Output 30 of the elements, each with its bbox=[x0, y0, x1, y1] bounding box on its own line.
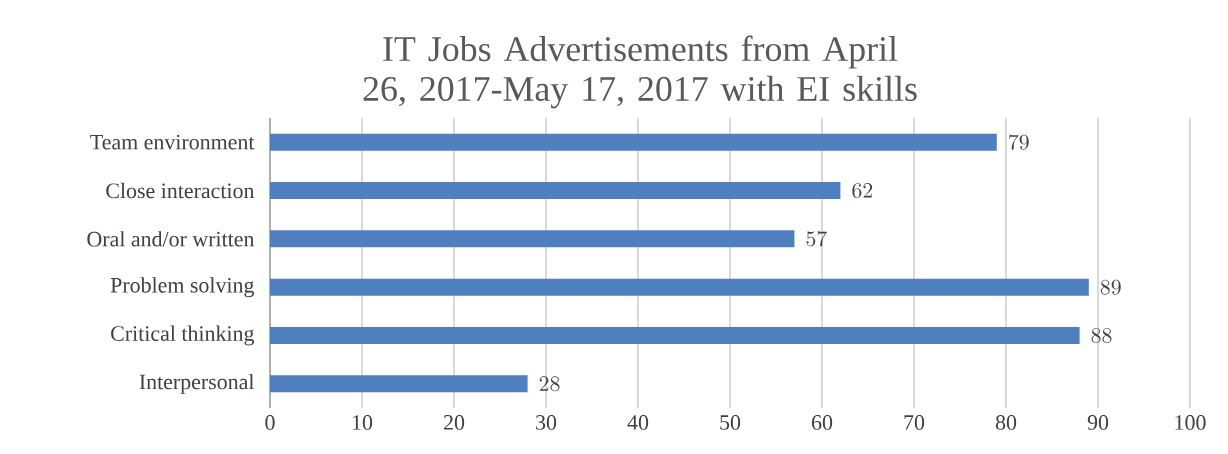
data-label: 28 bbox=[539, 376, 560, 392]
x-tick-label: 30 bbox=[536, 415, 557, 430]
data-label: 89 bbox=[1100, 279, 1121, 295]
x-tick-label: 80 bbox=[995, 415, 1017, 430]
bar bbox=[270, 230, 795, 248]
x-tick-label: 100 bbox=[1175, 415, 1206, 430]
x-tick-label: 50 bbox=[720, 415, 741, 430]
y-tick-label: Close interaction bbox=[106, 182, 255, 199]
y-tick-label: Oral and/or written bbox=[87, 231, 255, 247]
bar bbox=[270, 327, 1080, 344]
x-tick-label: 90 bbox=[1087, 415, 1109, 430]
x-tick-label: 40 bbox=[627, 415, 649, 430]
x-tick-label: 10 bbox=[352, 415, 373, 430]
y-tick-label: Critical thinking bbox=[111, 325, 255, 346]
x-tick-label: 20 bbox=[444, 415, 465, 430]
chart-title: IT Jobs Advertisements from April 26, 2017-May 17, 2017 with EI skills bbox=[363, 35, 917, 109]
y-tick-label: Team environment bbox=[90, 134, 255, 150]
x-tick-label: 0 bbox=[265, 415, 275, 430]
bar bbox=[270, 182, 841, 199]
data-label: 57 bbox=[806, 231, 827, 247]
x-tick-label: 70 bbox=[904, 415, 925, 430]
data-label: 79 bbox=[1009, 134, 1029, 150]
x-tick-label: 60 bbox=[811, 415, 833, 430]
data-label: 88 bbox=[1091, 328, 1112, 343]
y-tick-label: Interpersonal bbox=[139, 373, 255, 394]
bar bbox=[270, 133, 997, 151]
bar bbox=[270, 375, 528, 393]
bar bbox=[270, 278, 1089, 296]
y-tick-label: Problem solving bbox=[110, 277, 255, 298]
data-label: 62 bbox=[852, 183, 873, 198]
